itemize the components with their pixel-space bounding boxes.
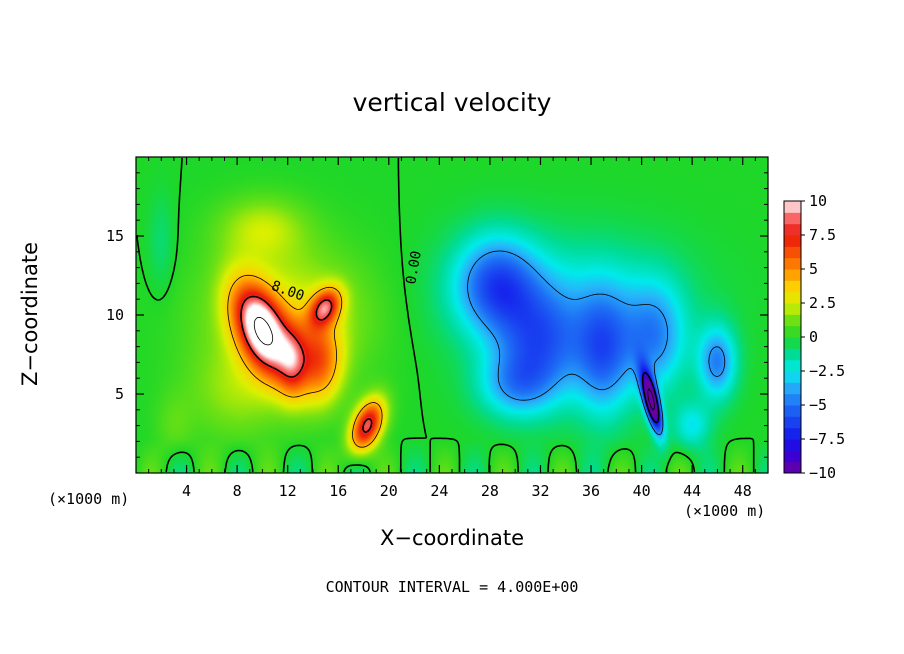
y-tick-label: 5	[115, 385, 124, 403]
x-tick-label: 20	[380, 482, 398, 500]
colorbar-tick-label: −2.5	[809, 362, 845, 380]
contour-line	[227, 274, 383, 448]
y-axis-ticks: 5 10 15	[106, 172, 768, 458]
colorbar-segment	[784, 337, 801, 349]
colorbar-segment	[784, 257, 801, 270]
colorbar-segment	[784, 246, 801, 259]
x-axis-label: X−coordinate	[380, 526, 524, 550]
velocity-field	[136, 157, 768, 473]
contour-line	[647, 388, 655, 411]
colorbar-tick-label: −5	[809, 396, 827, 414]
x-tick-label: 36	[582, 482, 600, 500]
contour-interval-note: CONTOUR INTERVAL = 4.000E+00	[325, 578, 579, 596]
colorbar: 10 7.5 5 2.5 0 −2.5 −5 −7.5 −10	[783, 192, 845, 482]
contour-line	[240, 295, 373, 433]
x-tick-label: 28	[481, 482, 499, 500]
colorbar-segment	[784, 291, 801, 304]
contour-lines	[136, 157, 755, 473]
chart-title: vertical velocity	[352, 88, 552, 117]
colorbar-tick-label: 5	[809, 260, 818, 278]
x-unit-note-right: (×1000 m)	[684, 502, 766, 520]
colorbar-tick-label: 10	[809, 192, 827, 210]
contour-line	[641, 371, 660, 424]
colorbar-segment	[784, 393, 801, 406]
colorbar-tick-label: −7.5	[809, 430, 845, 448]
x-tick-label: 44	[683, 482, 701, 500]
colorbar-segment	[784, 450, 801, 463]
colorbar-segment	[784, 235, 801, 247]
colorbar-segment	[784, 280, 801, 293]
contour-line	[253, 316, 274, 346]
colorbar-segment	[784, 371, 801, 383]
colorbar-segment	[784, 382, 801, 395]
colorbar-segment	[784, 405, 801, 417]
colorbar-segment	[784, 461, 801, 474]
x-axis-ticks: 4 8 12 16 20 24 28 32 36 40 44 48	[148, 157, 756, 500]
colorbar-segment	[784, 427, 801, 440]
colorbar-segment	[784, 325, 801, 338]
colorbar-tick-label: −10	[809, 464, 836, 482]
colorbar-segment	[784, 201, 801, 213]
colorbar-segment	[784, 212, 801, 225]
colorbar-segment	[784, 303, 801, 315]
y-tick-label: 10	[106, 306, 124, 324]
contour-line	[136, 157, 755, 473]
colorbar-segment	[784, 359, 801, 372]
x-tick-label: 40	[633, 482, 651, 500]
x-tick-label: 8	[233, 482, 242, 500]
colorbar-tick-label: 0	[809, 328, 818, 346]
x-tick-label: 32	[531, 482, 549, 500]
colorbar-tick-label: 7.5	[809, 226, 836, 244]
colorbar-segment	[784, 416, 801, 429]
colorbar-segment	[784, 314, 801, 327]
contour-label: 0.00	[403, 250, 425, 286]
colorbar-segment	[784, 269, 801, 281]
x-tick-label: 16	[329, 482, 347, 500]
colorbar-tick-label: 2.5	[809, 294, 836, 312]
x-tick-label: 12	[279, 482, 297, 500]
x-tick-label: 24	[430, 482, 448, 500]
contour-line	[467, 250, 726, 436]
velocity-field-image	[136, 157, 768, 473]
x-unit-note-left: (×1000 m)	[48, 490, 130, 508]
y-tick-label: 15	[106, 227, 124, 245]
colorbar-segment	[784, 348, 801, 361]
x-tick-label: 4	[182, 482, 191, 500]
colorbar-segment	[784, 439, 801, 451]
colorbar-segment	[784, 223, 801, 236]
x-tick-label: 48	[734, 482, 752, 500]
